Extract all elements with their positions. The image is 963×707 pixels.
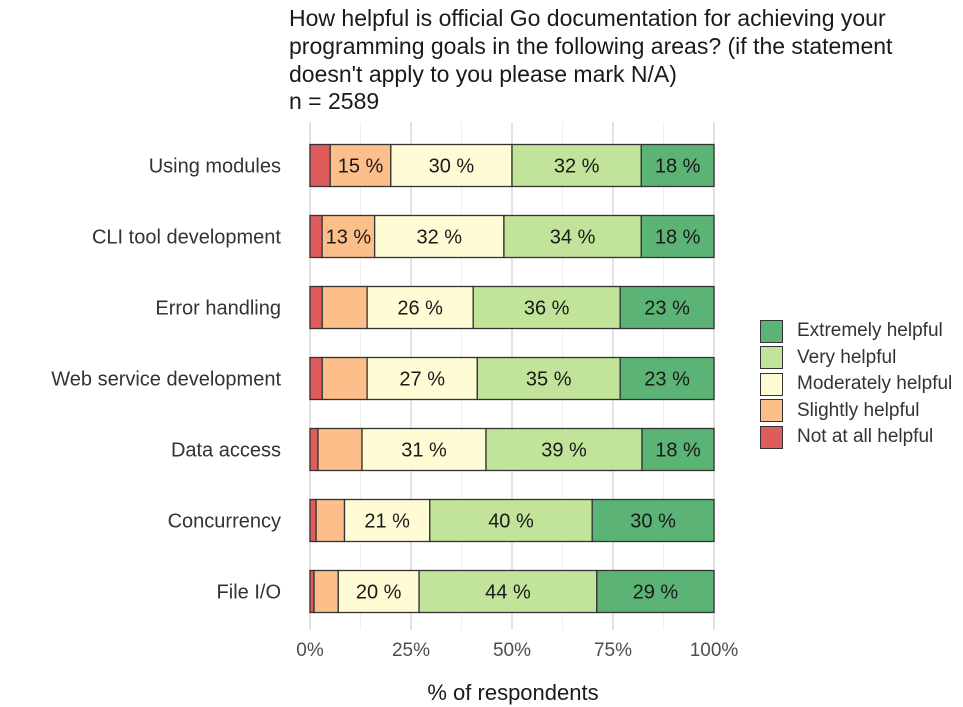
bar-extremely-helpful: [640, 143, 715, 188]
bar-value-label: 23 %: [644, 369, 690, 391]
bar-value-label: 39 %: [541, 440, 587, 462]
chart-title: How helpful is official Go documentation…: [289, 5, 893, 87]
bar-value-label: 26 %: [397, 298, 443, 320]
bar-slightly-helpful: [317, 427, 363, 472]
bar-value-label: 30 %: [429, 156, 475, 178]
bar-value-label: 44 %: [485, 582, 531, 604]
bar-value-label: 32 %: [554, 156, 600, 178]
bar-very-helpful: [503, 214, 642, 259]
legend-item-very-helpful: Very helpful: [760, 345, 952, 372]
bar-moderately-helpful: [343, 498, 431, 543]
bar-value-label: 20 %: [356, 582, 402, 604]
legend-swatch: [760, 346, 783, 370]
bar-value-label: 34 %: [550, 227, 596, 249]
x-axis-ticks: 0% 25% 50% 75% 100%: [296, 640, 738, 661]
y-axis-labels: Using modules CLI tool development Error h…: [51, 156, 281, 604]
bar-value-label: 18 %: [655, 440, 701, 462]
bar-not-at-all-helpful: [309, 356, 323, 401]
legend-swatch: [760, 399, 783, 423]
bar-value-label: 31 %: [401, 440, 447, 462]
bar-moderately-helpful: [337, 569, 420, 614]
y-category-label: CLI tool development: [92, 227, 281, 249]
y-category-label: Using modules: [149, 156, 281, 178]
legend-item-slightly-helpful: Slightly helpful: [760, 398, 952, 425]
legend-swatch: [760, 372, 783, 396]
x-axis-title: % of respondents: [427, 680, 599, 705]
bar-value-label: 40 %: [488, 511, 534, 533]
y-category-label: File I/O: [217, 582, 281, 604]
bar-very-helpful: [511, 143, 642, 188]
bar-not-at-all-helpful: [309, 143, 331, 188]
chart-subtitle: n = 2589: [289, 88, 380, 114]
bar-extremely-helpful: [640, 214, 715, 259]
bar-value-label: 32 %: [416, 227, 462, 249]
legend-item-moderately-helpful: Moderately helpful: [760, 371, 952, 398]
bar-extremely-helpful: [641, 427, 715, 472]
bar-value-label: 15 %: [338, 156, 384, 178]
bar-value-label: 23 %: [644, 298, 690, 320]
bar-value-label: 27 %: [399, 369, 445, 391]
bar-value-label: 18 %: [655, 227, 701, 249]
bar-slightly-helpful: [315, 498, 346, 543]
y-category-label: Web service development: [51, 369, 281, 391]
bar-value-label: 36 %: [524, 298, 570, 320]
bar-value-label: 35 %: [526, 369, 572, 391]
bar-slightly-helpful: [321, 285, 368, 330]
legend-label: Moderately helpful: [797, 373, 953, 395]
bar-extremely-helpful: [591, 498, 715, 543]
legend-label: Extremely helpful: [797, 320, 943, 342]
legend-swatch: [760, 319, 783, 343]
bar-extremely-helpful: [619, 356, 715, 401]
legend-label: Slightly helpful: [797, 399, 920, 421]
bar-extremely-helpful: [619, 285, 715, 330]
x-tick-label: 50%: [493, 640, 531, 661]
bar-very-helpful: [429, 498, 593, 543]
bar-not-at-all-helpful: [309, 285, 323, 330]
x-tick-label: 100%: [690, 640, 739, 661]
bar-value-label: 18 %: [655, 156, 701, 178]
legend-label: Very helpful: [797, 346, 897, 368]
bars: [309, 143, 715, 614]
x-tick-label: 0%: [296, 640, 324, 661]
legend: Extremely helpful Very helpful Moderately …: [760, 318, 952, 451]
legend-label: Not at all helpful: [797, 426, 934, 448]
bar-moderately-helpful: [366, 356, 478, 401]
bar-slightly-helpful: [321, 214, 376, 259]
bar-not-at-all-helpful: [309, 214, 323, 259]
x-tick-label: 25%: [392, 640, 430, 661]
y-category-label: Concurrency: [168, 511, 281, 533]
bar-value-label: 30 %: [630, 511, 676, 533]
bar-value-label: 29 %: [633, 582, 679, 604]
bar-moderately-helpful: [390, 143, 513, 188]
bar-extremely-helpful: [596, 569, 715, 614]
bar-slightly-helpful: [321, 356, 368, 401]
legend-item-not-at-all-helpful: Not at all helpful: [760, 424, 952, 451]
bar-very-helpful: [485, 427, 643, 472]
bar-very-helpful: [476, 356, 621, 401]
bar-value-label: 21 %: [364, 511, 410, 533]
bar-slightly-helpful: [329, 143, 392, 188]
y-category-label: Error handling: [155, 298, 281, 320]
y-category-label: Data access: [171, 440, 281, 462]
bar-not-at-all-helpful: [309, 427, 319, 472]
legend-swatch: [760, 425, 783, 449]
bar-not-at-all-helpful: [309, 498, 317, 543]
bar-labels: 15 % 30 % 32 % 18 % 13 % 32 % 34 % 18 % 26 % 36 %…: [326, 156, 701, 604]
x-tick-label: 75%: [594, 640, 632, 661]
bar-value-label: 13 %: [326, 227, 372, 249]
bar-very-helpful: [418, 569, 598, 614]
bar-slightly-helpful: [313, 569, 339, 614]
legend-item-extremely-helpful: Extremely helpful: [760, 318, 952, 345]
